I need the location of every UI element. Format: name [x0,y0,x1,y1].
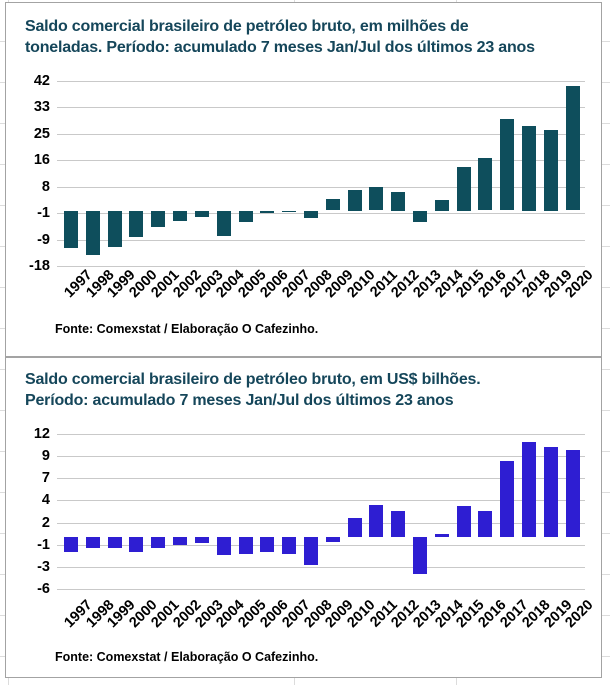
source-note-tonnes: Fonte: Comexstat / Elaboração O Cafezinh… [55,322,319,336]
gridline [57,566,585,568]
bar-2014 [434,200,449,211]
bar-1999 [107,210,122,247]
y-axis-tick-label: 8 [41,178,50,195]
bar-2020 [565,85,580,211]
y-axis-tick-label: 4 [41,492,50,509]
gridline [57,589,585,590]
gridline [57,434,585,435]
y-axis-tick-label: -1 [37,536,50,553]
bar-2006 [260,210,275,213]
gridline [57,544,585,546]
bar-2008 [303,210,318,218]
bar-2016 [478,510,493,538]
bar-2009 [325,199,340,211]
bar-2019 [543,446,558,538]
bar-2019 [543,130,558,211]
y-axis-tick-label: -18 [29,258,50,274]
bar-2017 [500,460,515,538]
bar-2010 [347,190,362,211]
bar-1997 [64,537,78,552]
y-axis-tick-label: -6 [37,581,50,597]
gridline [57,500,585,502]
gridline [57,186,585,188]
bar-1998 [85,210,100,255]
chart-panel-usd: Saldo comercial brasileiro de petróleo b… [5,357,602,678]
y-axis-tick-label: 12 [33,426,50,442]
bar-2012 [391,192,406,211]
bar-2013 [413,210,427,222]
bar-2018 [522,126,536,211]
y-axis-tick-label: -3 [37,558,50,575]
bar-2002 [173,537,188,546]
bar-2007 [282,537,297,555]
chart-title-line1: Saldo comercial brasileiro de petróleo b… [25,371,481,388]
y-axis-tick-label: 2 [41,514,50,531]
bar-1998 [85,537,100,549]
gridline [57,213,585,215]
chart-title-tonnes: Saldo comercial brasileiro de petróleo b… [25,16,581,58]
chart-title-line1: Saldo comercial brasileiro de petróleo b… [25,18,469,35]
bar-2007 [282,210,297,212]
bar-2004 [216,537,231,556]
bar-2001 [151,210,166,228]
gridline [57,239,585,241]
y-axis-tick-label: -1 [37,205,50,222]
gridline [57,160,585,162]
y-axis-tick-label: 7 [41,470,50,487]
bar-2002 [173,210,188,221]
bar-2000 [129,537,144,552]
bar-2000 [129,210,144,237]
y-axis-tick-label: 42 [33,73,50,89]
bar-2003 [194,537,209,544]
bar-2016 [478,158,493,211]
y-axis-tick-label: 25 [33,125,50,142]
bar-2008 [303,537,318,565]
bar-2005 [238,210,253,222]
bar-2018 [522,441,536,538]
bar-2012 [391,510,406,538]
bar-2005 [238,537,253,555]
bar-2001 [151,537,166,549]
bar-1999 [107,537,122,548]
chart-title-usd: Saldo comercial brasileiro de petróleo b… [25,369,581,411]
gridline [57,266,585,267]
gridline [57,456,585,458]
gridline [57,522,585,524]
bar-1997 [64,210,78,249]
bar-2015 [456,167,471,211]
y-axis-tick-label: 16 [33,152,50,169]
gridline [57,133,585,135]
gridline [57,107,585,109]
bar-2004 [216,210,231,237]
chart-panel-tonnes: Saldo comercial brasileiro de petróleo b… [5,2,602,357]
bar-2015 [456,506,471,538]
bar-2011 [369,186,384,211]
bar-2013 [413,537,427,575]
gridline [57,478,585,480]
y-axis-tick-label: -9 [37,231,50,248]
y-axis-tick-label: 33 [33,99,50,116]
bar-2017 [500,119,515,211]
gridline [57,81,585,82]
bar-2014 [434,533,449,538]
bar-2003 [194,210,209,217]
y-axis-tick-label: 9 [41,448,50,465]
chart-title-line2: toneladas. Período: acumulado 7 meses Ja… [25,39,535,56]
bar-2011 [369,504,384,538]
bar-2010 [347,517,362,538]
chart-title-line2: Período: acumulado 7 meses Jan/Jul dos ú… [25,392,454,409]
source-note-usd: Fonte: Comexstat / Elaboração O Cafezinh… [55,650,319,664]
bar-2006 [260,537,275,552]
bar-2009 [325,537,340,543]
bar-2020 [565,450,580,538]
